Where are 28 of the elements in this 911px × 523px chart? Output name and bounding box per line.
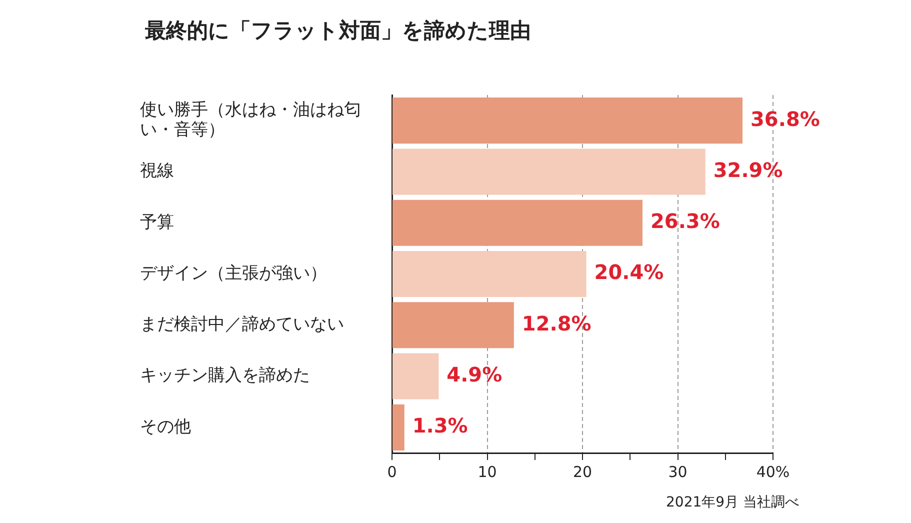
text: 2021年9月 当社調べ bbox=[666, 494, 799, 511]
data-label: 26.3% bbox=[650, 209, 720, 234]
x-tick-label: 20 bbox=[572, 462, 592, 481]
bar bbox=[392, 200, 643, 246]
bar bbox=[392, 250, 586, 298]
data-label: 12.8% bbox=[522, 311, 592, 336]
bar bbox=[392, 302, 514, 348]
data-label: 4.9% bbox=[446, 362, 502, 386]
y-tick-label: まだ検討中／諦めていない bbox=[140, 314, 344, 335]
y-tick-label: 視線 bbox=[140, 161, 174, 182]
data-label: 1.3% bbox=[412, 414, 468, 438]
chart-title: 最終的に「フラット対面」を諦めた理由 bbox=[144, 18, 531, 42]
y-tick-label: 使い勝手（水はね・油はね匂い・音等） bbox=[140, 100, 361, 140]
x-tick-label: 0 bbox=[387, 462, 397, 481]
bar bbox=[392, 353, 439, 400]
y-tick-label: 予算 bbox=[140, 212, 174, 232]
bar bbox=[392, 148, 706, 195]
x-tick-label: 10 bbox=[478, 462, 497, 481]
data-label: 36.8% bbox=[750, 106, 820, 131]
bar bbox=[392, 98, 743, 144]
data-label: 20.4% bbox=[594, 260, 664, 284]
x-tick-label: 30 bbox=[668, 462, 688, 481]
y-tick-label: デザイン（主張が強い） bbox=[140, 263, 327, 284]
x-tick-label: 40% bbox=[756, 462, 790, 481]
y-tick-label: その他 bbox=[140, 416, 191, 437]
data-label: 32.9% bbox=[713, 158, 783, 182]
y-tick-label: キッチン購入を諦めた bbox=[140, 366, 310, 386]
bar bbox=[392, 404, 404, 450]
